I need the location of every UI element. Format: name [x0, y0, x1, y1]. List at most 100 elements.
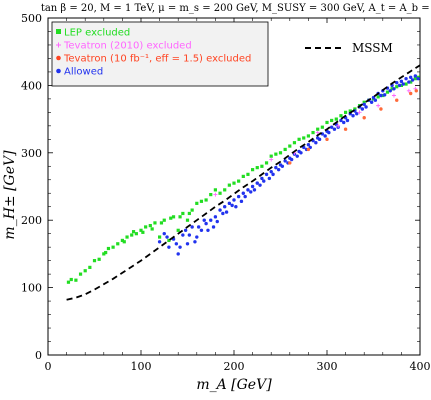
point-lep-excluded	[311, 130, 315, 135]
point-lep-excluded	[274, 152, 278, 156]
point-lep-excluded	[78, 272, 83, 276]
point-lep-excluded	[251, 168, 255, 172]
point-allowed	[373, 98, 378, 102]
point-tevatron-2010-excluded	[269, 157, 274, 162]
point-allowed	[260, 176, 264, 181]
legend-label: Tevatron (2010) excluded	[63, 41, 192, 52]
point-lep-excluded	[213, 188, 217, 192]
point-allowed	[306, 143, 311, 147]
point-allowed	[165, 235, 169, 239]
point-allowed	[289, 157, 294, 162]
point-allowed	[202, 218, 206, 222]
point-lep-excluded	[237, 179, 241, 183]
point-tevatron-10-fb-eff-1-5-excluded	[409, 91, 413, 96]
point-allowed	[221, 211, 225, 216]
x-tick-label: 300	[317, 360, 338, 373]
point-tevatron-2010-excluded	[391, 93, 396, 98]
point-lep-excluded	[139, 228, 143, 232]
point-tevatron-2010-excluded	[315, 130, 320, 135]
point-lep-excluded	[209, 192, 213, 197]
point-lep-excluded	[153, 221, 157, 225]
point-lep-excluded	[178, 215, 182, 219]
point-lep-excluded	[376, 95, 380, 99]
y-axis-title: m_H± [GeV]	[2, 150, 18, 240]
point-allowed	[176, 252, 180, 256]
chart-title: tan β = 20, M = 1 TeV, μ = m_s = 200 GeV…	[41, 3, 431, 14]
point-allowed	[269, 169, 273, 174]
x-tick-label: 200	[224, 360, 245, 373]
point-lep-excluded	[120, 238, 124, 243]
point-lep-excluded	[330, 118, 334, 123]
point-allowed	[223, 205, 227, 209]
y-tick-label: 200	[21, 214, 42, 227]
point-allowed	[183, 228, 188, 233]
point-allowed	[218, 208, 222, 212]
point-allowed	[407, 80, 411, 84]
point-allowed	[404, 76, 408, 81]
y-tick-label: 0	[35, 349, 42, 362]
point-allowed	[252, 188, 257, 192]
point-allowed	[332, 127, 337, 131]
point-allowed	[255, 181, 259, 185]
point-allowed	[213, 215, 218, 219]
point-allowed	[195, 235, 199, 239]
point-lep-excluded	[395, 85, 399, 89]
point-tevatron-2010-excluded	[336, 123, 341, 128]
point-lep-excluded	[269, 154, 273, 158]
point-lep-excluded	[390, 87, 394, 91]
point-allowed	[295, 154, 299, 158]
point-allowed	[246, 188, 250, 192]
point-lep-excluded	[69, 277, 73, 282]
mssm-legend: MSSM	[305, 41, 393, 55]
point-lep-excluded	[283, 147, 287, 152]
point-allowed	[351, 114, 355, 118]
point-lep-excluded	[185, 218, 190, 222]
legend-marker	[56, 68, 61, 74]
point-lep-excluded	[264, 161, 269, 165]
point-lep-excluded	[171, 215, 176, 219]
point-allowed	[392, 87, 396, 91]
point-allowed	[227, 201, 232, 206]
point-lep-excluded	[278, 151, 283, 155]
point-lep-excluded	[169, 216, 173, 220]
point-lep-excluded	[111, 245, 115, 249]
point-tevatron-10-fb-eff-1-5-excluded	[343, 127, 348, 131]
point-lep-excluded	[339, 114, 343, 118]
y-tick-label: 400	[21, 79, 42, 92]
point-allowed	[236, 194, 241, 199]
point-lep-excluded	[306, 134, 310, 138]
legend-label: LEP excluded	[64, 28, 130, 39]
point-lep-excluded	[246, 172, 250, 176]
point-allowed	[283, 159, 287, 163]
point-allowed	[416, 76, 420, 81]
point-lep-excluded	[325, 120, 329, 125]
point-lep-excluded	[320, 125, 324, 129]
point-lep-excluded	[260, 164, 264, 168]
point-tevatron-10-fb-eff-1-5-excluded	[288, 161, 292, 165]
mssm-curve	[66, 64, 421, 301]
point-allowed	[157, 240, 162, 244]
point-allowed	[262, 179, 266, 183]
point-lep-excluded	[125, 235, 129, 239]
point-lep-excluded	[232, 181, 236, 185]
x-tick-label: 100	[131, 360, 152, 373]
point-allowed	[314, 140, 318, 145]
point-allowed	[345, 118, 350, 123]
point-allowed	[362, 102, 366, 106]
legend: LEP excluded Tevatron (2010) excluded Teva…	[51, 21, 269, 87]
legend-item: Tevatron (2010) excluded	[56, 41, 192, 52]
point-allowed	[276, 167, 281, 172]
point-tevatron-2010-excluded	[213, 192, 218, 197]
tick-labels: 0 100 200 300 400 0 100 200 300 400 500	[21, 12, 431, 373]
point-lep-excluded	[255, 166, 259, 170]
point-lep-excluded	[176, 228, 180, 232]
point-lep-excluded	[353, 107, 357, 111]
point-allowed	[250, 184, 255, 189]
point-lep-excluded	[66, 280, 71, 284]
point-allowed	[167, 245, 171, 249]
point-allowed	[364, 105, 368, 109]
point-lep-excluded	[385, 90, 390, 94]
point-allowed	[190, 225, 194, 229]
point-lep-excluded	[130, 233, 134, 237]
